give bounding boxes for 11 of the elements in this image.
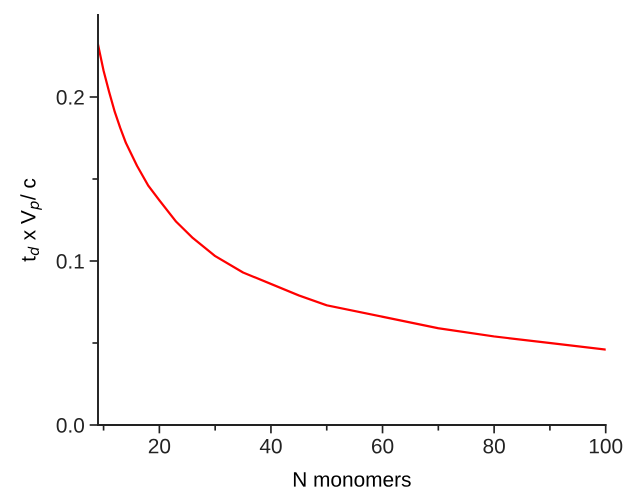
x-tick-label: 40 <box>260 438 282 454</box>
x-tick-label: 100 <box>590 438 622 454</box>
y-tick-label: 0.1 <box>56 254 84 269</box>
x-tick-label: 80 <box>483 438 505 454</box>
x-tick-label: 20 <box>148 438 170 454</box>
line-series <box>98 43 606 351</box>
y-tick-label: 0.2 <box>56 90 84 105</box>
y-axis-title: t$_{d}$ x V$_{p}$/ c <box>20 178 42 262</box>
x-tick-label: 60 <box>372 438 394 454</box>
x-axis-title: N monomers <box>294 472 411 487</box>
y-tick-label: 0.0 <box>56 418 84 433</box>
